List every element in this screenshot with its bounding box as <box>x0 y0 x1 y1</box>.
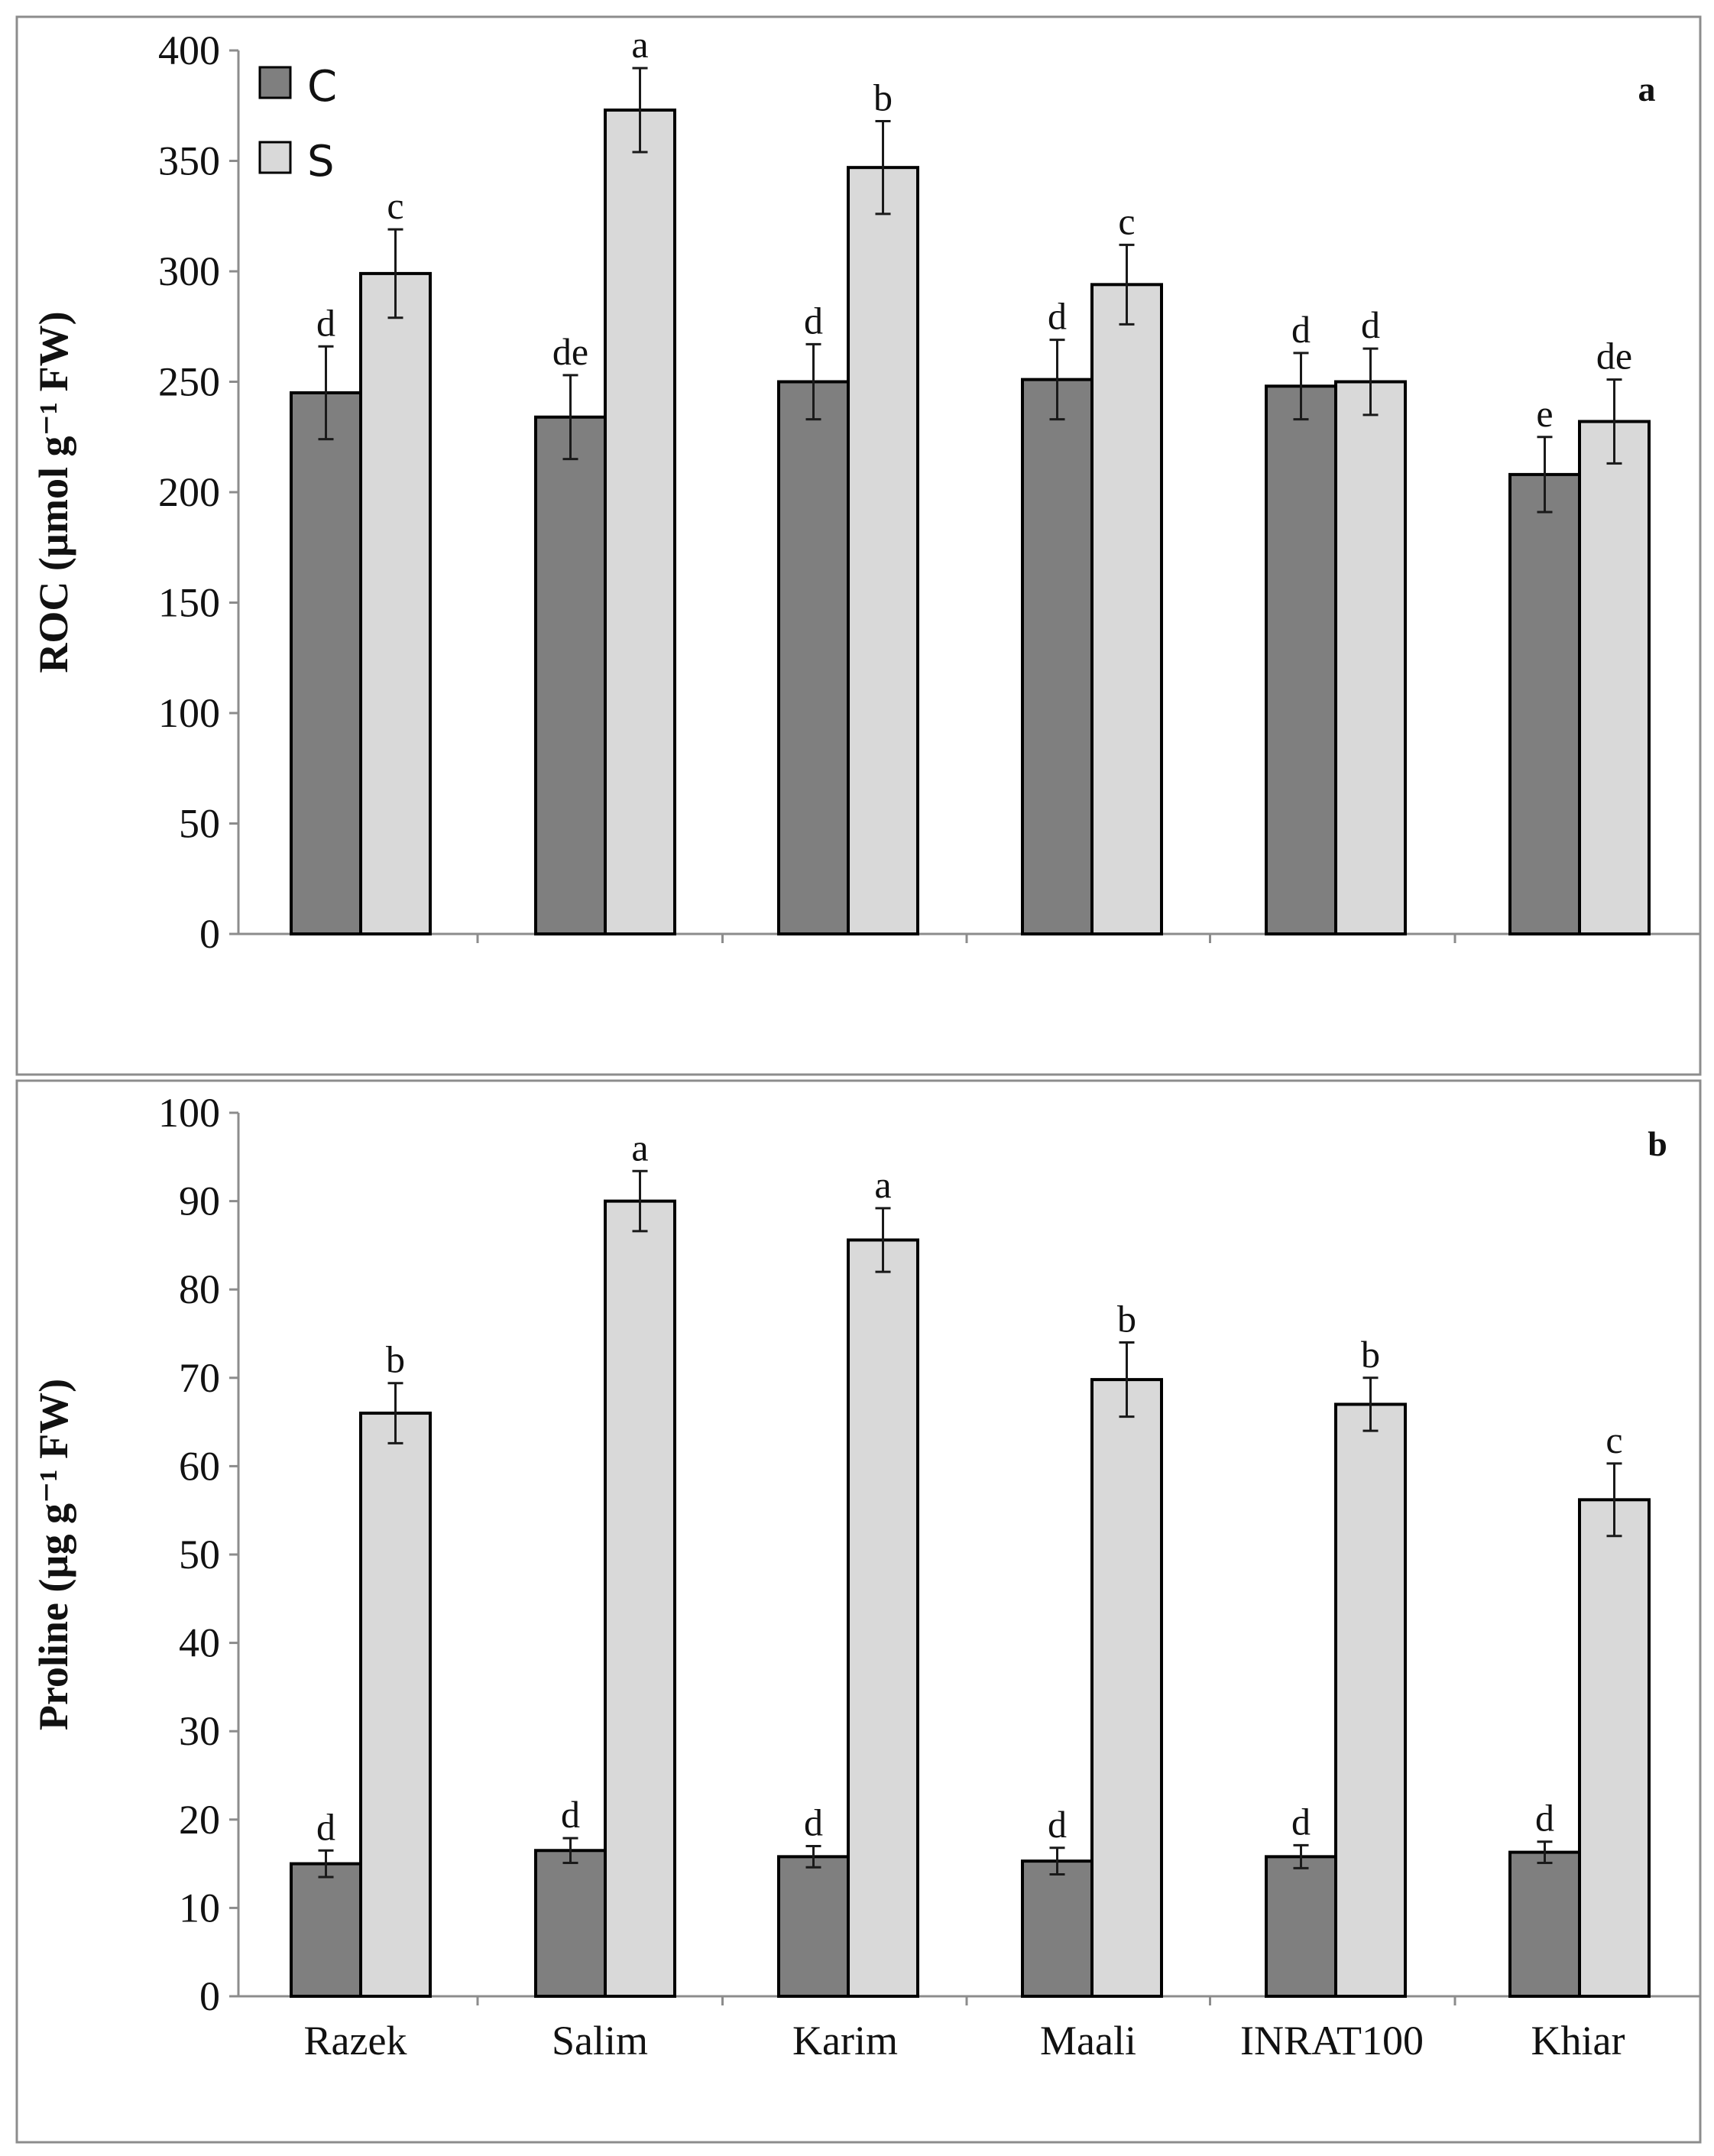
bar-s-salim <box>604 1199 676 1998</box>
panel-b: 0 10 20 30 40 50 60 70 80 90 100 Proline (µg g⁻¹ FW… <box>15 1079 1702 2144</box>
bar-c-khiar <box>1508 472 1581 935</box>
y-tick-label: 100 <box>158 1090 220 1136</box>
significance-label: e <box>1536 392 1553 435</box>
panel-a: 0 50 100 150 200 250 300 350 400 ROC (µmol g⁻¹ FW… <box>15 15 1702 1076</box>
y-tick-label: 50 <box>179 801 220 847</box>
category-label: Karim <box>792 2018 898 2064</box>
bar-c-karim <box>777 1855 850 1999</box>
y-tick-label: 10 <box>179 1885 220 1931</box>
bar-c-salim <box>534 1849 607 1999</box>
significance-label: d <box>1291 308 1311 351</box>
panel-letter: b <box>1648 1124 1667 1163</box>
significance-label: de <box>552 330 588 373</box>
y-tick-label: 50 <box>179 1532 220 1577</box>
significance-label: c <box>1118 199 1135 242</box>
significance-label: d <box>1048 295 1067 338</box>
significance-label: c <box>1605 1418 1622 1461</box>
bar-c-maali <box>1021 1859 1094 1999</box>
bar-s-razek <box>359 1412 432 1999</box>
bar-c-maali <box>1021 378 1094 935</box>
y-tick-label: 0 <box>199 1973 220 2019</box>
y-axis-title: Proline (µg g⁻¹ FW) <box>31 1379 76 1730</box>
category-label: Salim <box>552 2018 648 2064</box>
significance-label: d <box>804 299 823 342</box>
panel-frame <box>15 1079 1702 2144</box>
bar-s-maali <box>1090 283 1163 935</box>
bar-s-khiar <box>1578 1498 1651 1998</box>
panel-frame <box>15 15 1702 1076</box>
significance-label: d <box>316 301 335 344</box>
y-tick-label: 30 <box>179 1708 220 1754</box>
bar-c-karim <box>777 380 850 935</box>
y-tick-label: 400 <box>158 28 220 73</box>
significance-label: d <box>316 1805 335 1848</box>
bar-c-razek <box>290 1862 362 1999</box>
category-label: INRAT100 <box>1240 2018 1424 2064</box>
y-tick-label: 80 <box>179 1266 220 1312</box>
significance-label: c <box>387 184 403 227</box>
bar-s-salim <box>604 109 676 935</box>
y-tick-label: 0 <box>199 911 220 957</box>
y-tick-label: 200 <box>158 469 220 515</box>
y-tick-label: 100 <box>158 690 220 736</box>
significance-label: a <box>874 1163 891 1206</box>
significance-label: d <box>804 1801 823 1843</box>
bar-s-karim <box>847 1238 919 1998</box>
category-label: Razek <box>304 2018 407 2064</box>
bar-s-khiar <box>1578 420 1651 935</box>
bar-s-inrat100 <box>1334 380 1407 935</box>
y-tick-label: 70 <box>179 1355 220 1401</box>
y-tick-label: 250 <box>158 359 220 405</box>
significance-label: d <box>1048 1803 1067 1846</box>
category-label: Maali <box>1040 2018 1136 2064</box>
bar-c-inrat100 <box>1265 1855 1337 1999</box>
bar-c-khiar <box>1508 1850 1581 1999</box>
significance-label: d <box>561 1793 580 1836</box>
bar-c-razek <box>290 391 362 935</box>
bar-s-maali <box>1090 1378 1163 1999</box>
bar-s-inrat100 <box>1334 1402 1407 1998</box>
y-tick-label: 350 <box>158 138 220 184</box>
significance-label: b <box>873 76 893 118</box>
panel-letter: a <box>1638 70 1656 109</box>
bar-s-karim <box>847 166 919 936</box>
y-tick-label: 300 <box>158 248 220 294</box>
significance-label: a <box>631 23 648 66</box>
significance-label: de <box>1596 335 1632 378</box>
legend-swatch <box>258 66 292 99</box>
bar-c-inrat100 <box>1265 384 1337 935</box>
significance-label: a <box>631 1126 648 1169</box>
legend-label: S <box>307 137 335 186</box>
significance-label: d <box>1361 303 1380 346</box>
legend: CS <box>258 62 337 186</box>
significance-label: b <box>386 1338 405 1381</box>
bar-c-salim <box>534 415 607 935</box>
legend-label: C <box>307 62 337 112</box>
legend-swatch <box>258 141 292 174</box>
y-axis-title: ROC (µmol g⁻¹ FW) <box>31 311 76 673</box>
y-tick-label: 20 <box>179 1797 220 1843</box>
y-tick-label: 90 <box>179 1179 220 1224</box>
significance-label: b <box>1117 1298 1136 1341</box>
bar-s-razek <box>359 271 432 935</box>
significance-label: b <box>1361 1333 1380 1376</box>
significance-label: d <box>1291 1800 1311 1843</box>
category-label: Khiar <box>1531 2018 1625 2064</box>
significance-label: d <box>1535 1797 1554 1840</box>
y-tick-label: 40 <box>179 1620 220 1666</box>
y-tick-label: 150 <box>158 580 220 626</box>
y-tick-label: 60 <box>179 1443 220 1489</box>
